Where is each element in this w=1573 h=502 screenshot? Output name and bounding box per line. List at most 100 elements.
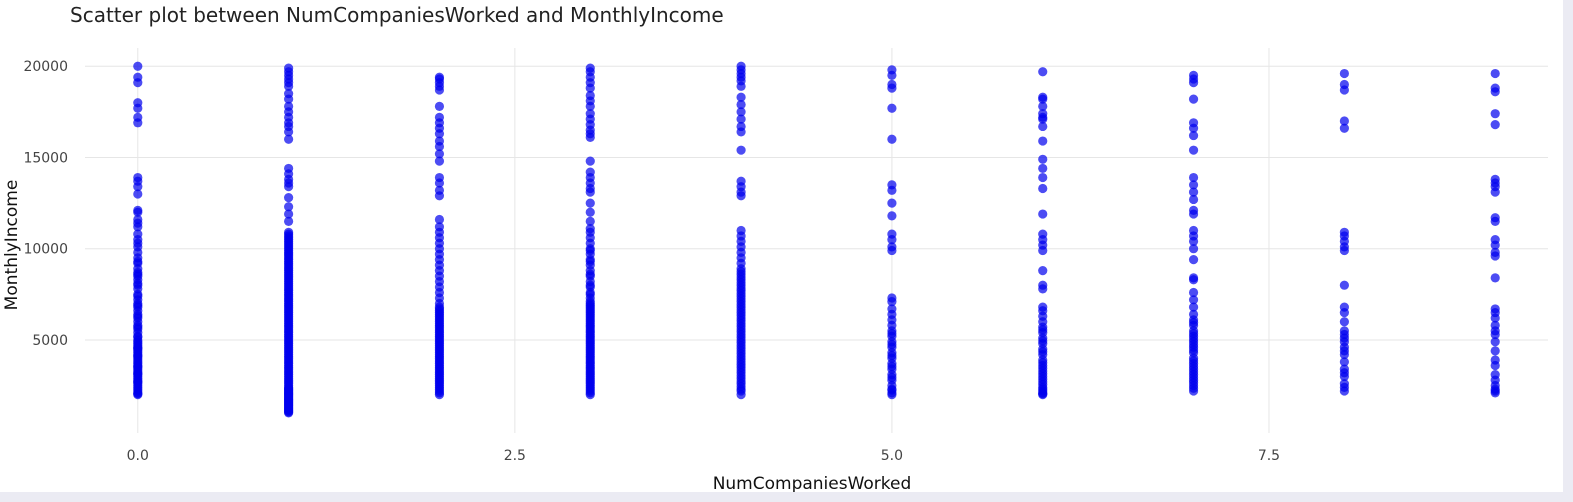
data-point[interactable]	[1339, 386, 1349, 396]
data-point[interactable]	[1339, 85, 1349, 95]
data-point[interactable]	[133, 78, 143, 88]
data-point[interactable]	[1339, 317, 1349, 327]
data-point[interactable]	[1038, 121, 1048, 132]
data-point[interactable]	[1490, 120, 1500, 130]
data-point[interactable]	[434, 304, 445, 314]
data-point[interactable]	[434, 141, 445, 152]
data-point[interactable]	[585, 216, 595, 226]
data-point[interactable]	[284, 193, 294, 203]
data-point[interactable]	[133, 182, 143, 192]
data-point[interactable]	[1339, 68, 1349, 79]
data-point[interactable]	[133, 278, 143, 288]
data-point[interactable]	[736, 92, 746, 102]
data-point[interactable]	[1188, 209, 1199, 219]
data-point[interactable]	[133, 256, 143, 267]
data-point[interactable]	[887, 339, 897, 350]
data-point[interactable]	[736, 99, 746, 110]
data-point[interactable]	[1038, 347, 1048, 357]
data-point[interactable]	[434, 191, 445, 201]
data-point[interactable]	[887, 83, 897, 93]
data-point[interactable]	[284, 209, 294, 219]
data-point[interactable]	[1339, 123, 1349, 133]
data-point[interactable]	[133, 61, 143, 71]
data-point[interactable]	[1490, 273, 1500, 283]
data-point[interactable]	[887, 185, 897, 195]
data-point[interactable]	[887, 372, 897, 382]
data-point[interactable]	[434, 156, 445, 166]
data-point[interactable]	[585, 280, 595, 290]
data-point[interactable]	[1038, 245, 1048, 256]
data-point[interactable]	[1339, 357, 1349, 367]
data-point[interactable]	[1339, 116, 1349, 126]
data-point[interactable]	[1188, 275, 1199, 285]
data-point[interactable]	[1188, 244, 1199, 254]
data-point[interactable]	[1490, 187, 1500, 197]
data-point[interactable]	[133, 238, 143, 248]
data-point[interactable]	[1188, 356, 1199, 366]
data-point[interactable]	[585, 289, 595, 299]
data-point[interactable]	[585, 256, 595, 267]
data-point[interactable]	[887, 211, 897, 221]
data-point[interactable]	[1188, 255, 1199, 265]
data-point[interactable]	[1038, 136, 1048, 146]
data-point[interactable]	[1038, 163, 1048, 174]
data-point[interactable]	[1038, 266, 1048, 276]
data-point[interactable]	[434, 214, 445, 225]
data-point[interactable]	[1038, 336, 1048, 346]
data-point[interactable]	[284, 229, 294, 239]
data-point[interactable]	[585, 269, 595, 279]
data-point[interactable]	[133, 311, 143, 321]
data-point[interactable]	[1339, 346, 1349, 356]
data-point[interactable]	[133, 103, 143, 113]
data-point[interactable]	[887, 70, 897, 80]
data-point[interactable]	[133, 369, 143, 379]
data-point[interactable]	[1038, 358, 1048, 368]
data-point[interactable]	[887, 385, 897, 395]
data-point[interactable]	[585, 297, 595, 307]
data-point[interactable]	[736, 266, 746, 277]
data-point[interactable]	[1188, 123, 1199, 133]
data-point[interactable]	[1188, 318, 1199, 328]
data-point[interactable]	[736, 127, 746, 137]
data-point[interactable]	[1339, 307, 1349, 318]
data-point[interactable]	[284, 216, 294, 226]
data-point[interactable]	[434, 129, 445, 139]
data-point[interactable]	[1490, 68, 1500, 79]
data-point[interactable]	[887, 245, 897, 256]
data-point[interactable]	[133, 269, 143, 279]
data-point[interactable]	[284, 127, 294, 137]
data-point[interactable]	[1490, 109, 1500, 119]
data-point[interactable]	[1490, 240, 1500, 250]
data-point[interactable]	[1038, 94, 1048, 104]
data-point[interactable]	[887, 328, 897, 339]
data-point[interactable]	[133, 300, 143, 310]
data-point[interactable]	[133, 322, 143, 332]
data-point[interactable]	[133, 332, 143, 342]
data-point[interactable]	[434, 85, 445, 95]
data-point[interactable]	[434, 149, 445, 159]
data-point[interactable]	[1490, 87, 1500, 97]
data-point[interactable]	[1188, 295, 1199, 305]
data-point[interactable]	[1038, 284, 1048, 294]
data-point[interactable]	[284, 383, 294, 393]
data-point[interactable]	[1188, 78, 1199, 88]
data-point[interactable]	[887, 103, 897, 113]
data-point[interactable]	[736, 81, 746, 91]
data-point[interactable]	[585, 207, 595, 217]
data-point[interactable]	[133, 361, 143, 372]
data-point[interactable]	[284, 182, 294, 192]
data-point[interactable]	[133, 118, 143, 128]
data-point[interactable]	[1038, 67, 1048, 77]
data-point[interactable]	[1038, 172, 1048, 183]
data-point[interactable]	[1038, 325, 1048, 335]
data-point[interactable]	[736, 145, 746, 155]
data-point[interactable]	[887, 361, 897, 372]
data-point[interactable]	[1038, 209, 1048, 219]
data-point[interactable]	[1490, 386, 1500, 396]
data-point[interactable]	[1188, 130, 1199, 141]
data-point[interactable]	[1188, 145, 1199, 155]
data-point[interactable]	[133, 291, 143, 301]
data-point[interactable]	[1339, 245, 1349, 256]
data-point[interactable]	[1490, 216, 1500, 226]
data-point[interactable]	[133, 343, 143, 353]
